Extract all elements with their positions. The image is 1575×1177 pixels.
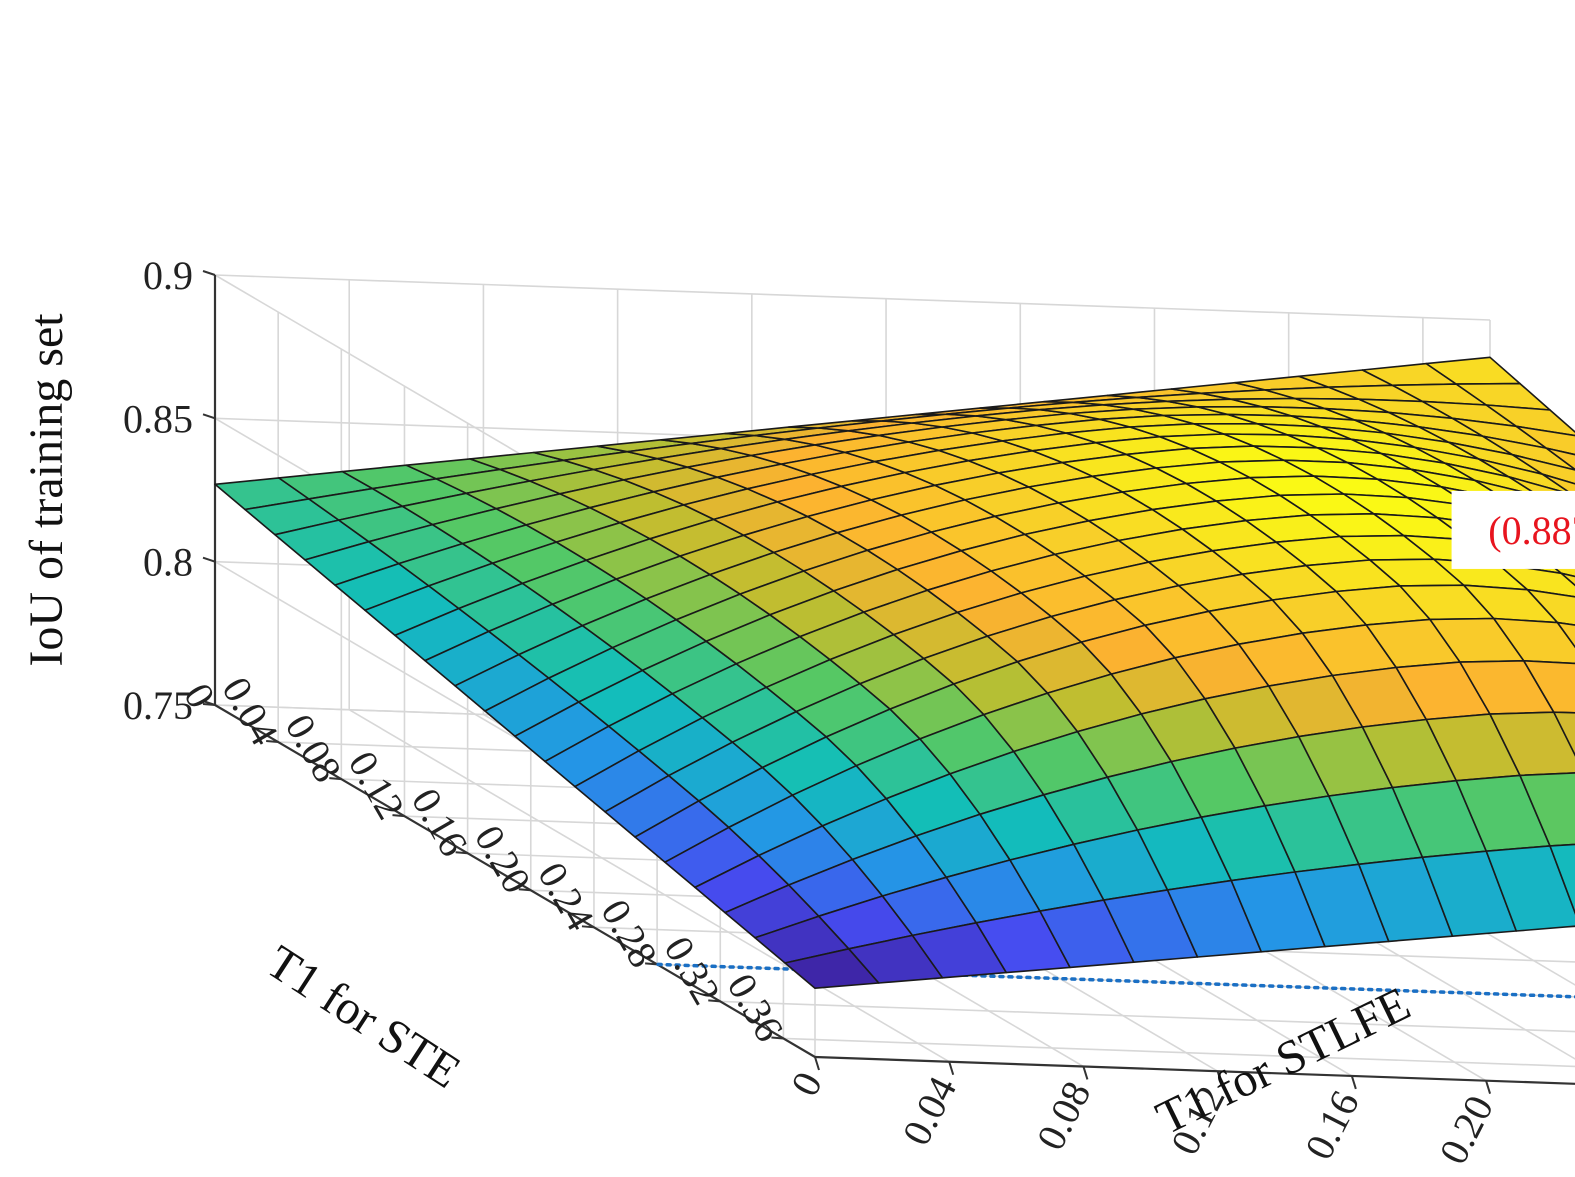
grid-line — [783, 1037, 1575, 1068]
surface-patch — [1511, 453, 1575, 485]
x-tick-mark — [1216, 1070, 1223, 1085]
x-tick-mark — [1485, 1080, 1492, 1094]
x-tick-label: 0.20 — [1430, 1088, 1502, 1171]
z-tick-label: 0.9 — [143, 253, 193, 298]
y-tick-mark — [645, 962, 658, 966]
x-tick-mark — [1082, 1066, 1089, 1080]
surface-mesh — [214, 356, 1575, 990]
x-axis-line — [814, 1055, 1575, 1085]
x-tick-mark — [948, 1061, 955, 1076]
annotation-label: (0.8873) — [1488, 508, 1575, 553]
annotation-box — [1451, 490, 1575, 569]
surface-patch — [1556, 621, 1575, 649]
y-tick-mark — [455, 851, 468, 855]
z-tick-mark — [202, 413, 216, 420]
y-axis-label: T1 for STE — [257, 935, 469, 1099]
surface-patch — [1493, 617, 1575, 665]
x-tick-label: 0 — [782, 1065, 831, 1103]
grid-line — [720, 1000, 1575, 1033]
surface-patch — [1523, 659, 1575, 714]
grid-line — [348, 709, 950, 1063]
x-axis-label: T1 for STLFE — [1148, 977, 1418, 1145]
y-tick-mark — [771, 1036, 784, 1040]
surface-patch — [1485, 845, 1575, 932]
surface-patch — [1515, 425, 1575, 456]
y-tick-mark — [329, 777, 342, 781]
surface-patch — [1541, 473, 1575, 497]
axes — [202, 270, 1575, 1094]
x-tick-label: 0.16 — [1296, 1084, 1368, 1167]
surface-patch — [1560, 572, 1575, 587]
x-tick-mark — [814, 1056, 820, 1071]
y-tick-mark — [266, 740, 279, 744]
surface-patch — [1485, 404, 1575, 437]
surface-patch — [1549, 843, 1575, 915]
surface-patch — [1496, 562, 1575, 598]
z-tick-mark — [202, 270, 216, 276]
y-tick-mark — [708, 999, 721, 1003]
surface-patch — [1489, 711, 1575, 777]
y-tick-mark — [202, 703, 216, 706]
y-tick-mark — [518, 888, 531, 892]
surface-patch — [1553, 711, 1575, 757]
y-axis-line — [214, 704, 816, 1058]
surface-patch — [1526, 588, 1575, 626]
grid-line — [214, 274, 1491, 321]
z-axis-label: IoU of training set — [20, 313, 73, 667]
y-tick-mark — [581, 925, 595, 929]
surface-patch — [1519, 772, 1575, 847]
x-tick-mark — [1350, 1075, 1357, 1090]
surface-patch — [1545, 447, 1575, 471]
z-tick-label: 0.8 — [143, 540, 193, 585]
z-tick-label: 0.75 — [123, 683, 193, 728]
x-tick-label: 0.24 — [1564, 1093, 1575, 1176]
x-tick-label: 0.08 — [1028, 1074, 1100, 1157]
z-tick-label: 0.85 — [123, 396, 193, 441]
y-tick-mark — [392, 814, 405, 818]
z-tick-mark — [202, 556, 216, 563]
x-tick-label: 0.04 — [893, 1069, 965, 1152]
surface-patch — [1481, 435, 1575, 471]
annotation-layer: (0.8873) — [1451, 490, 1575, 569]
